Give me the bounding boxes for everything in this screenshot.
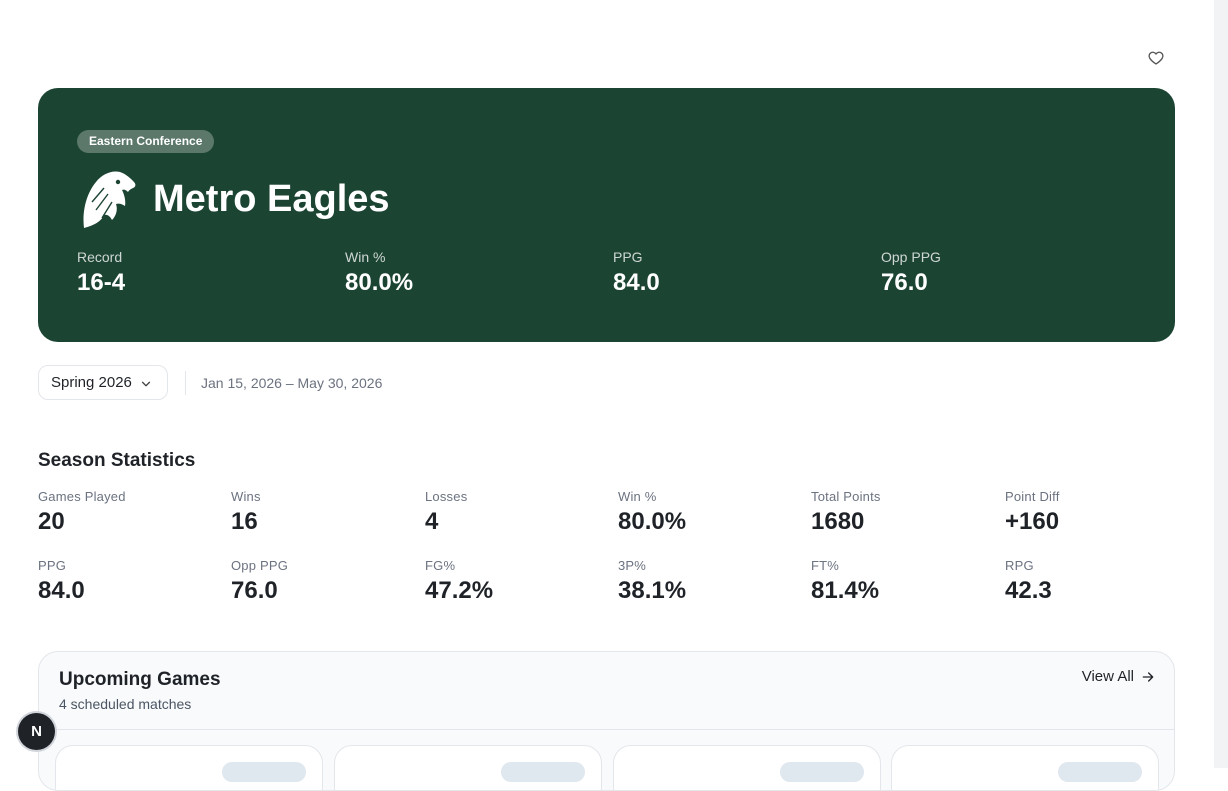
favorite-button[interactable] xyxy=(1146,48,1166,68)
upcoming-games-header: Upcoming Games 4 scheduled matches View … xyxy=(39,652,1174,730)
stat-ft-pct: FT% 81.4% xyxy=(811,558,991,606)
stat-rpg: RPG 42.3 xyxy=(1005,558,1185,606)
stat-value: 42.3 xyxy=(1005,577,1052,604)
hero-stat-label: Opp PPG xyxy=(881,249,941,265)
stat-label: 3P% xyxy=(618,558,647,573)
hero-stat-label: Record xyxy=(77,249,123,265)
hero-stat-ppg: PPG 84.0 xyxy=(613,248,660,298)
team-name: Metro Eagles xyxy=(153,178,390,220)
stat-value: 47.2% xyxy=(425,577,494,604)
stat-label: PPG xyxy=(38,558,67,573)
hero-stat-value: 16-4 xyxy=(77,269,126,296)
stat-win-pct: Win % 80.0% xyxy=(618,489,798,537)
stat-value: 81.4% xyxy=(811,577,880,604)
stat-label: Point Diff xyxy=(1005,489,1060,504)
hero-stat-value: 80.0% xyxy=(345,269,414,296)
stat-label: FG% xyxy=(425,558,456,573)
upcoming-games-subtitle: 4 scheduled matches xyxy=(59,696,192,712)
hero-stat-opp-ppg: Opp PPG 76.0 xyxy=(881,248,941,298)
hero-stat-label: Win % xyxy=(345,249,386,265)
scrollbar-track[interactable] xyxy=(1214,0,1228,768)
upcoming-games-title: Upcoming Games xyxy=(59,669,221,690)
stat-total-points: Total Points 1680 xyxy=(811,489,991,537)
hero-stat-value: 84.0 xyxy=(613,269,660,296)
game-card[interactable] xyxy=(55,745,323,790)
stat-value: +160 xyxy=(1005,508,1060,535)
stat-value: 38.1% xyxy=(618,577,687,604)
game-card[interactable] xyxy=(891,745,1159,790)
stat-point-diff: Point Diff +160 xyxy=(1005,489,1185,537)
season-select[interactable]: Spring 2026 xyxy=(38,365,168,400)
stat-value: 1680 xyxy=(811,508,865,535)
hero-stat-label: PPG xyxy=(613,249,643,265)
stat-losses: Losses 4 xyxy=(425,489,605,537)
season-select-value: Spring 2026 xyxy=(51,374,132,391)
hero-stat-value: 76.0 xyxy=(881,269,928,296)
app-launcher-label: N xyxy=(31,723,42,740)
season-date-range: Jan 15, 2026 – May 30, 2026 xyxy=(201,375,383,391)
stat-label: Games Played xyxy=(38,489,126,504)
game-card[interactable] xyxy=(334,745,602,790)
stat-value: 20 xyxy=(38,508,65,535)
game-status-badge xyxy=(501,762,585,782)
stat-value: 84.0 xyxy=(38,577,85,604)
game-status-badge xyxy=(222,762,306,782)
stat-label: FT% xyxy=(811,558,840,573)
stat-label: Wins xyxy=(231,489,261,504)
app-launcher-button[interactable]: N xyxy=(18,713,55,750)
stat-fg-pct: FG% 47.2% xyxy=(425,558,605,606)
arrow-right-icon xyxy=(1142,671,1154,682)
stat-opp-ppg: Opp PPG 76.0 xyxy=(231,558,411,606)
upcoming-games-card: Upcoming Games 4 scheduled matches View … xyxy=(38,651,1175,791)
hero-stat-record: Record 16-4 xyxy=(77,248,125,298)
stat-wins: Wins 16 xyxy=(231,489,411,537)
stat-label: RPG xyxy=(1005,558,1034,573)
stat-value: 4 xyxy=(425,508,439,535)
view-all-label: View All xyxy=(1081,668,1134,685)
stat-label: Losses xyxy=(425,489,468,504)
stat-label: Opp PPG xyxy=(231,558,289,573)
stat-3p-pct: 3P% 38.1% xyxy=(618,558,798,606)
game-status-badge xyxy=(1058,762,1142,782)
season-statistics-title: Season Statistics xyxy=(38,450,196,471)
stat-value: 76.0 xyxy=(231,577,278,604)
stat-label: Total Points xyxy=(811,489,881,504)
game-status-badge xyxy=(780,762,864,782)
team-hero-card: Eastern Conference Metro Eagles Record 1… xyxy=(38,88,1175,342)
game-card[interactable] xyxy=(613,745,881,790)
stat-value: 16 xyxy=(231,508,258,535)
stat-value: 80.0% xyxy=(618,508,687,535)
heart-icon xyxy=(1148,51,1164,65)
hero-stat-win-pct: Win % 80.0% xyxy=(345,248,413,298)
conference-badge: Eastern Conference xyxy=(77,130,215,153)
stat-label: Win % xyxy=(618,489,657,504)
eagle-head-icon xyxy=(83,171,136,228)
view-all-link[interactable]: View All xyxy=(1082,668,1156,685)
stat-ppg: PPG 84.0 xyxy=(38,558,218,606)
divider xyxy=(185,371,186,395)
chevron-down-icon xyxy=(141,381,151,387)
stat-games-played: Games Played 20 xyxy=(38,489,218,537)
